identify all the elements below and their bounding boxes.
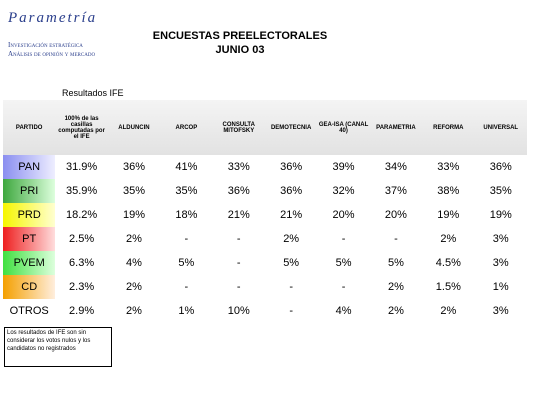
cell: - — [236, 281, 241, 293]
cell: 39% — [332, 161, 355, 173]
cell: 2% — [387, 281, 404, 293]
cell: 2.9% — [69, 305, 95, 317]
column-header: ARCOP — [160, 100, 213, 155]
cell: 3% — [492, 305, 509, 317]
column-header: ALDUNCIN — [107, 100, 161, 155]
cell: 21% — [280, 209, 303, 221]
cell: 1% — [178, 305, 195, 317]
cell: 2% — [387, 305, 404, 317]
column-header: PARTIDO — [3, 100, 56, 155]
party: CD — [3, 275, 56, 299]
cell: 35.9% — [65, 185, 98, 197]
cell: 5% — [335, 257, 352, 269]
cell: 4% — [126, 257, 142, 269]
party: PAN — [3, 155, 56, 179]
cell: 21% — [227, 209, 250, 221]
cell: 2% — [126, 281, 142, 293]
column-header: PARAMETRIA — [369, 100, 423, 155]
table-row: PVEM 6.3% 4% 5% - 5% 5% 5% 4.5% 3% — [3, 251, 527, 275]
cell: 36% — [280, 185, 303, 197]
cell: 35% — [175, 185, 198, 197]
cell: - — [289, 281, 293, 293]
party: PVEM — [3, 251, 56, 275]
cell: 2% — [440, 305, 457, 317]
table-row: CD 2.3% 2% - - - - 2% 1.5% 1% — [3, 275, 527, 299]
column-header: UNIVERSAL — [474, 100, 527, 155]
cell: - — [289, 305, 293, 317]
cell: 36% — [122, 161, 145, 173]
cell: 19% — [489, 209, 512, 221]
cell: 36% — [280, 161, 303, 173]
cell: - — [236, 233, 241, 245]
column-header: DEMOTECNIA — [264, 100, 318, 155]
party: PT — [3, 227, 56, 251]
column-header: 100% de las casillas computadas por el I… — [55, 100, 108, 155]
cell: 33% — [437, 161, 460, 173]
cell: - — [184, 281, 189, 293]
party: PRI — [3, 179, 56, 203]
cell: 20% — [384, 209, 407, 221]
cell: 35% — [489, 185, 512, 197]
column-header: CONSULTA MITOFSKY — [212, 100, 265, 155]
cell: 2.5% — [69, 233, 95, 245]
results-table: PARTIDO 100% de las casillas computadas p… — [3, 100, 527, 323]
table-row: PRI 35.9% 35% 35% 36% 36% 32% 37% 38% 35% — [3, 179, 527, 203]
cell: 18% — [175, 209, 198, 221]
cell: 41% — [175, 161, 198, 173]
table-row: OTROS 2.9% 2% 1% 10% - 4% 2% 2% 3% — [3, 299, 527, 323]
cell: 32% — [332, 185, 355, 197]
cell: 34% — [384, 161, 407, 173]
party: OTROS — [9, 305, 49, 317]
cell: 19% — [437, 209, 460, 221]
caption: Resultados IFE — [62, 88, 124, 98]
logo-line: Investigación estratégica — [8, 41, 83, 49]
cell: 2.3% — [69, 281, 95, 293]
cell: 4.5% — [435, 257, 461, 269]
cell: 38% — [437, 185, 460, 197]
table-row: PT 2.5% 2% - - 2% - - 2% 3% — [3, 227, 527, 251]
cell: 2% — [126, 305, 142, 317]
cell: 19% — [122, 209, 145, 221]
cell: 3% — [492, 257, 509, 269]
cell: - — [236, 257, 241, 269]
cell: 36% — [227, 185, 250, 197]
cell: 2% — [126, 233, 142, 245]
cell: 37% — [384, 185, 407, 197]
cell: 20% — [332, 209, 355, 221]
cell: 3% — [492, 233, 509, 245]
cell: 1% — [492, 281, 509, 293]
cell: 36% — [489, 161, 512, 173]
cell: 5% — [283, 257, 300, 269]
cell: - — [341, 281, 346, 293]
column-header: GEA-ISA (CANAL 40) — [317, 100, 370, 155]
cell: 1.5% — [435, 281, 461, 293]
logo-line: Análisis de opinión y mercado — [8, 50, 96, 58]
cell: 2% — [283, 233, 300, 245]
cell: 4% — [335, 305, 352, 317]
cell: 35% — [122, 185, 145, 197]
cell: 2% — [440, 233, 457, 245]
cell: 5% — [178, 257, 195, 269]
cell: 6.3% — [69, 257, 95, 269]
footnote: Los resultados de IFE son sin considerar… — [4, 327, 112, 367]
column-header: REFORMA — [422, 100, 475, 155]
cell: 31.9% — [65, 161, 98, 173]
table-row: PAN 31.9% 36% 41% 33% 36% 39% 34% 33% 36% — [3, 155, 527, 179]
logo-name: Parametría — [8, 10, 98, 26]
title: JUNIO 03 — [215, 44, 265, 56]
cell: - — [341, 233, 346, 245]
cell: 33% — [227, 161, 250, 173]
cell: - — [184, 233, 189, 245]
cell: 18.2% — [65, 209, 98, 221]
table-row: PRD 18.2% 19% 18% 21% 21% 20% 20% 19% 19% — [3, 203, 527, 227]
cell: 5% — [387, 257, 404, 269]
cell: - — [394, 233, 398, 245]
party: PRD — [3, 203, 56, 227]
title: ENCUESTAS PREELECTORALES — [152, 30, 328, 42]
cell: 10% — [227, 305, 250, 317]
